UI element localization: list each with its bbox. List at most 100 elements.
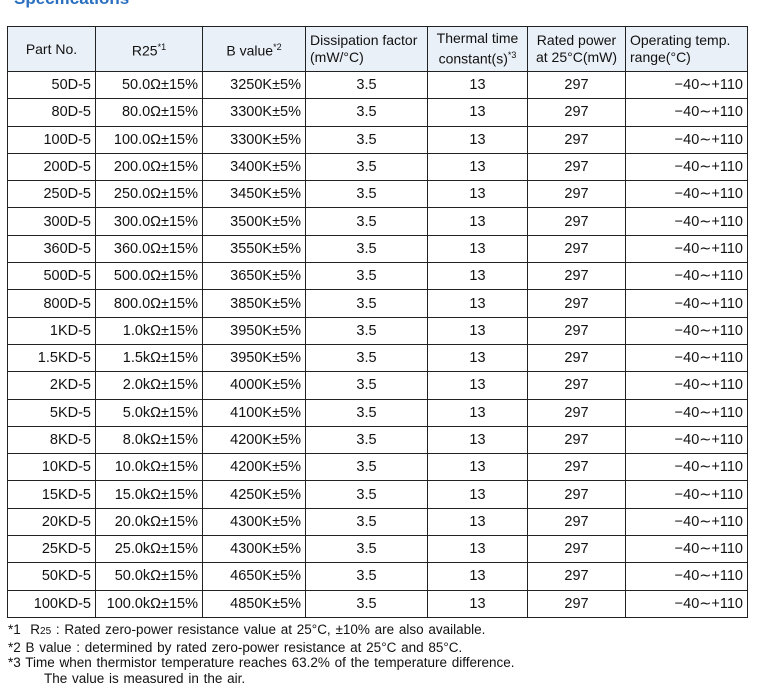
cell-operating-temp: −40∼+110 (625, 343, 748, 373)
cell-operating-temp: −40∼+110 (625, 507, 748, 537)
cell-operating-temp: −40∼+110 (625, 180, 748, 209)
table-row: 50KD-5 50.0kΩ±15% 4650K±5% 3.5 13 297 −40∼+110 (7, 562, 748, 591)
col-header-r25: R25*1 (95, 26, 203, 72)
cell-rated-power: 297 (527, 262, 626, 291)
cell-rated-power: 297 (527, 289, 626, 318)
cell-dissipation-factor: 3.5 (305, 180, 428, 209)
cell-b-value: 4250K±5% (202, 480, 306, 509)
cell-dissipation-factor: 3.5 (305, 262, 428, 291)
cell-thermal-time-constant: 13 (427, 262, 528, 291)
table-row: 8KD-5 8.0kΩ±15% 4200K±5% 3.5 13 297 −40∼+110 (7, 425, 748, 455)
cell-operating-temp: −40∼+110 (625, 562, 748, 591)
cell-rated-power: 297 (527, 152, 626, 182)
footnote-3: *3 Time when thermistor temperature reac… (8, 655, 515, 670)
cell-thermal-time-constant: 13 (427, 425, 528, 455)
cell-b-value: 3400K±5% (202, 152, 306, 182)
cell-dissipation-factor: 3.5 (305, 371, 428, 400)
cell-operating-temp: −40∼+110 (625, 289, 748, 318)
cell-r25: 250.0Ω±15% (95, 180, 203, 209)
table-row: 360D-5 360.0Ω±15% 3550K±5% 3.5 13 297 −40∼+110 (7, 234, 748, 264)
cell-part-no: 800D-5 (7, 289, 96, 318)
cell-rated-power: 297 (527, 535, 626, 564)
table-row: 300D-5 300.0Ω±15% 3500K±5% 3.5 13 297 −40∼+110 (7, 207, 748, 236)
cell-rated-power: 297 (527, 398, 626, 427)
footnotes: *1 R25 : Rated zero-power resistance val… (8, 622, 515, 686)
cell-rated-power: 297 (527, 343, 626, 373)
cell-r25: 300.0Ω±15% (95, 207, 203, 236)
cell-b-value: 4100K±5% (202, 398, 306, 427)
cell-operating-temp: −40∼+110 (625, 262, 748, 291)
cell-thermal-time-constant: 13 (427, 535, 528, 564)
cell-dissipation-factor: 3.5 (305, 398, 428, 427)
footnote-3-continued: The value is measured in the air. (44, 670, 246, 686)
table-row: 5KD-5 5.0kΩ±15% 4100K±5% 3.5 13 297 −40∼+110 (7, 398, 748, 427)
cell-dissipation-factor: 3.5 (305, 234, 428, 264)
cell-thermal-time-constant: 13 (427, 507, 528, 537)
cell-dissipation-factor: 3.5 (305, 70, 428, 100)
cell-operating-temp: −40∼+110 (625, 425, 748, 455)
cell-dissipation-factor: 3.5 (305, 480, 428, 509)
footnote-2: *2 B value : determined by rated zero-po… (8, 639, 463, 655)
cell-r25: 15.0kΩ±15% (95, 480, 203, 509)
cell-rated-power: 297 (527, 125, 626, 154)
col-header-operating-temp: Operating temp. range(°C) (625, 26, 748, 72)
cell-operating-temp: −40∼+110 (625, 398, 748, 427)
cell-thermal-time-constant: 13 (427, 180, 528, 209)
cell-thermal-time-constant: 13 (427, 343, 528, 373)
table-row: 25KD-5 25.0kΩ±15% 4300K±5% 3.5 13 297 −40∼+110 (7, 535, 748, 564)
cell-part-no: 1.5KD-5 (7, 343, 96, 373)
cell-r25: 200.0Ω±15% (95, 152, 203, 182)
cell-thermal-time-constant: 13 (427, 207, 528, 236)
cell-rated-power: 297 (527, 562, 626, 591)
cell-operating-temp: −40∼+110 (625, 589, 748, 618)
table-row: 100KD-5 100.0kΩ±15% 4850K±5% 3.5 13 297 −40∼+1… (7, 589, 748, 618)
cell-part-no: 80D-5 (7, 98, 96, 127)
cell-b-value: 3300K±5% (202, 98, 306, 127)
col-header-thermal-time-constant: Thermal time constant(s)*3 (427, 26, 528, 72)
cell-dissipation-factor: 3.5 (305, 125, 428, 154)
cell-thermal-time-constant: 13 (427, 480, 528, 509)
table-row: 50D-5 50.0Ω±15% 3250K±5% 3.5 13 297 −40∼+110 (7, 70, 748, 100)
table-row: 15KD-5 15.0kΩ±15% 4250K±5% 3.5 13 297 −40∼+110 (7, 480, 748, 509)
cell-rated-power: 297 (527, 480, 626, 509)
cell-r25: 5.0kΩ±15% (95, 398, 203, 427)
cell-r25: 1.0kΩ±15% (95, 316, 203, 345)
cell-r25: 1.5kΩ±15% (95, 343, 203, 373)
cell-r25: 2.0kΩ±15% (95, 371, 203, 400)
cell-r25: 8.0kΩ±15% (95, 425, 203, 455)
footnote-1: *1 R25 : Rated zero-power resistance val… (8, 622, 486, 637)
cell-operating-temp: −40∼+110 (625, 453, 748, 482)
table-row: 250D-5 250.0Ω±15% 3450K±5% 3.5 13 297 −40∼+110 (7, 180, 748, 209)
cell-thermal-time-constant: 13 (427, 125, 528, 154)
cell-dissipation-factor: 3.5 (305, 562, 428, 591)
cell-operating-temp: −40∼+110 (625, 480, 748, 509)
cell-dissipation-factor: 3.5 (305, 98, 428, 127)
cell-b-value: 3850K±5% (202, 289, 306, 318)
table-row: 1.5KD-5 1.5kΩ±15% 3950K±5% 3.5 13 297 −40∼+110 (7, 343, 748, 373)
cell-b-value: 3300K±5% (202, 125, 306, 154)
cell-part-no: 300D-5 (7, 207, 96, 236)
cell-b-value: 3950K±5% (202, 316, 306, 345)
cell-b-value: 4200K±5% (202, 453, 306, 482)
cell-r25: 80.0Ω±15% (95, 98, 203, 127)
cell-dissipation-factor: 3.5 (305, 207, 428, 236)
table-row: 1KD-5 1.0kΩ±15% 3950K±5% 3.5 13 297 −40∼+110 (7, 316, 748, 345)
cell-r25: 20.0kΩ±15% (95, 507, 203, 537)
cell-operating-temp: −40∼+110 (625, 316, 748, 345)
cell-r25: 500.0Ω±15% (95, 262, 203, 291)
cell-thermal-time-constant: 13 (427, 453, 528, 482)
cell-r25: 100.0Ω±15% (95, 125, 203, 154)
cell-dissipation-factor: 3.5 (305, 425, 428, 455)
cell-b-value: 3450K±5% (202, 180, 306, 209)
cell-b-value: 3550K±5% (202, 234, 306, 264)
cell-part-no: 360D-5 (7, 234, 96, 264)
cell-part-no: 100KD-5 (7, 589, 96, 618)
cell-part-no: 2KD-5 (7, 371, 96, 400)
cell-b-value: 3250K±5% (202, 70, 306, 100)
cell-part-no: 8KD-5 (7, 425, 96, 455)
col-header-part-no: Part No. (7, 26, 96, 72)
table-header-row: Part No. R25*1 B value*2 Dissipation fac… (7, 26, 748, 72)
cell-dissipation-factor: 3.5 (305, 316, 428, 345)
cell-b-value: 3500K±5% (202, 207, 306, 236)
cell-part-no: 1KD-5 (7, 316, 96, 345)
